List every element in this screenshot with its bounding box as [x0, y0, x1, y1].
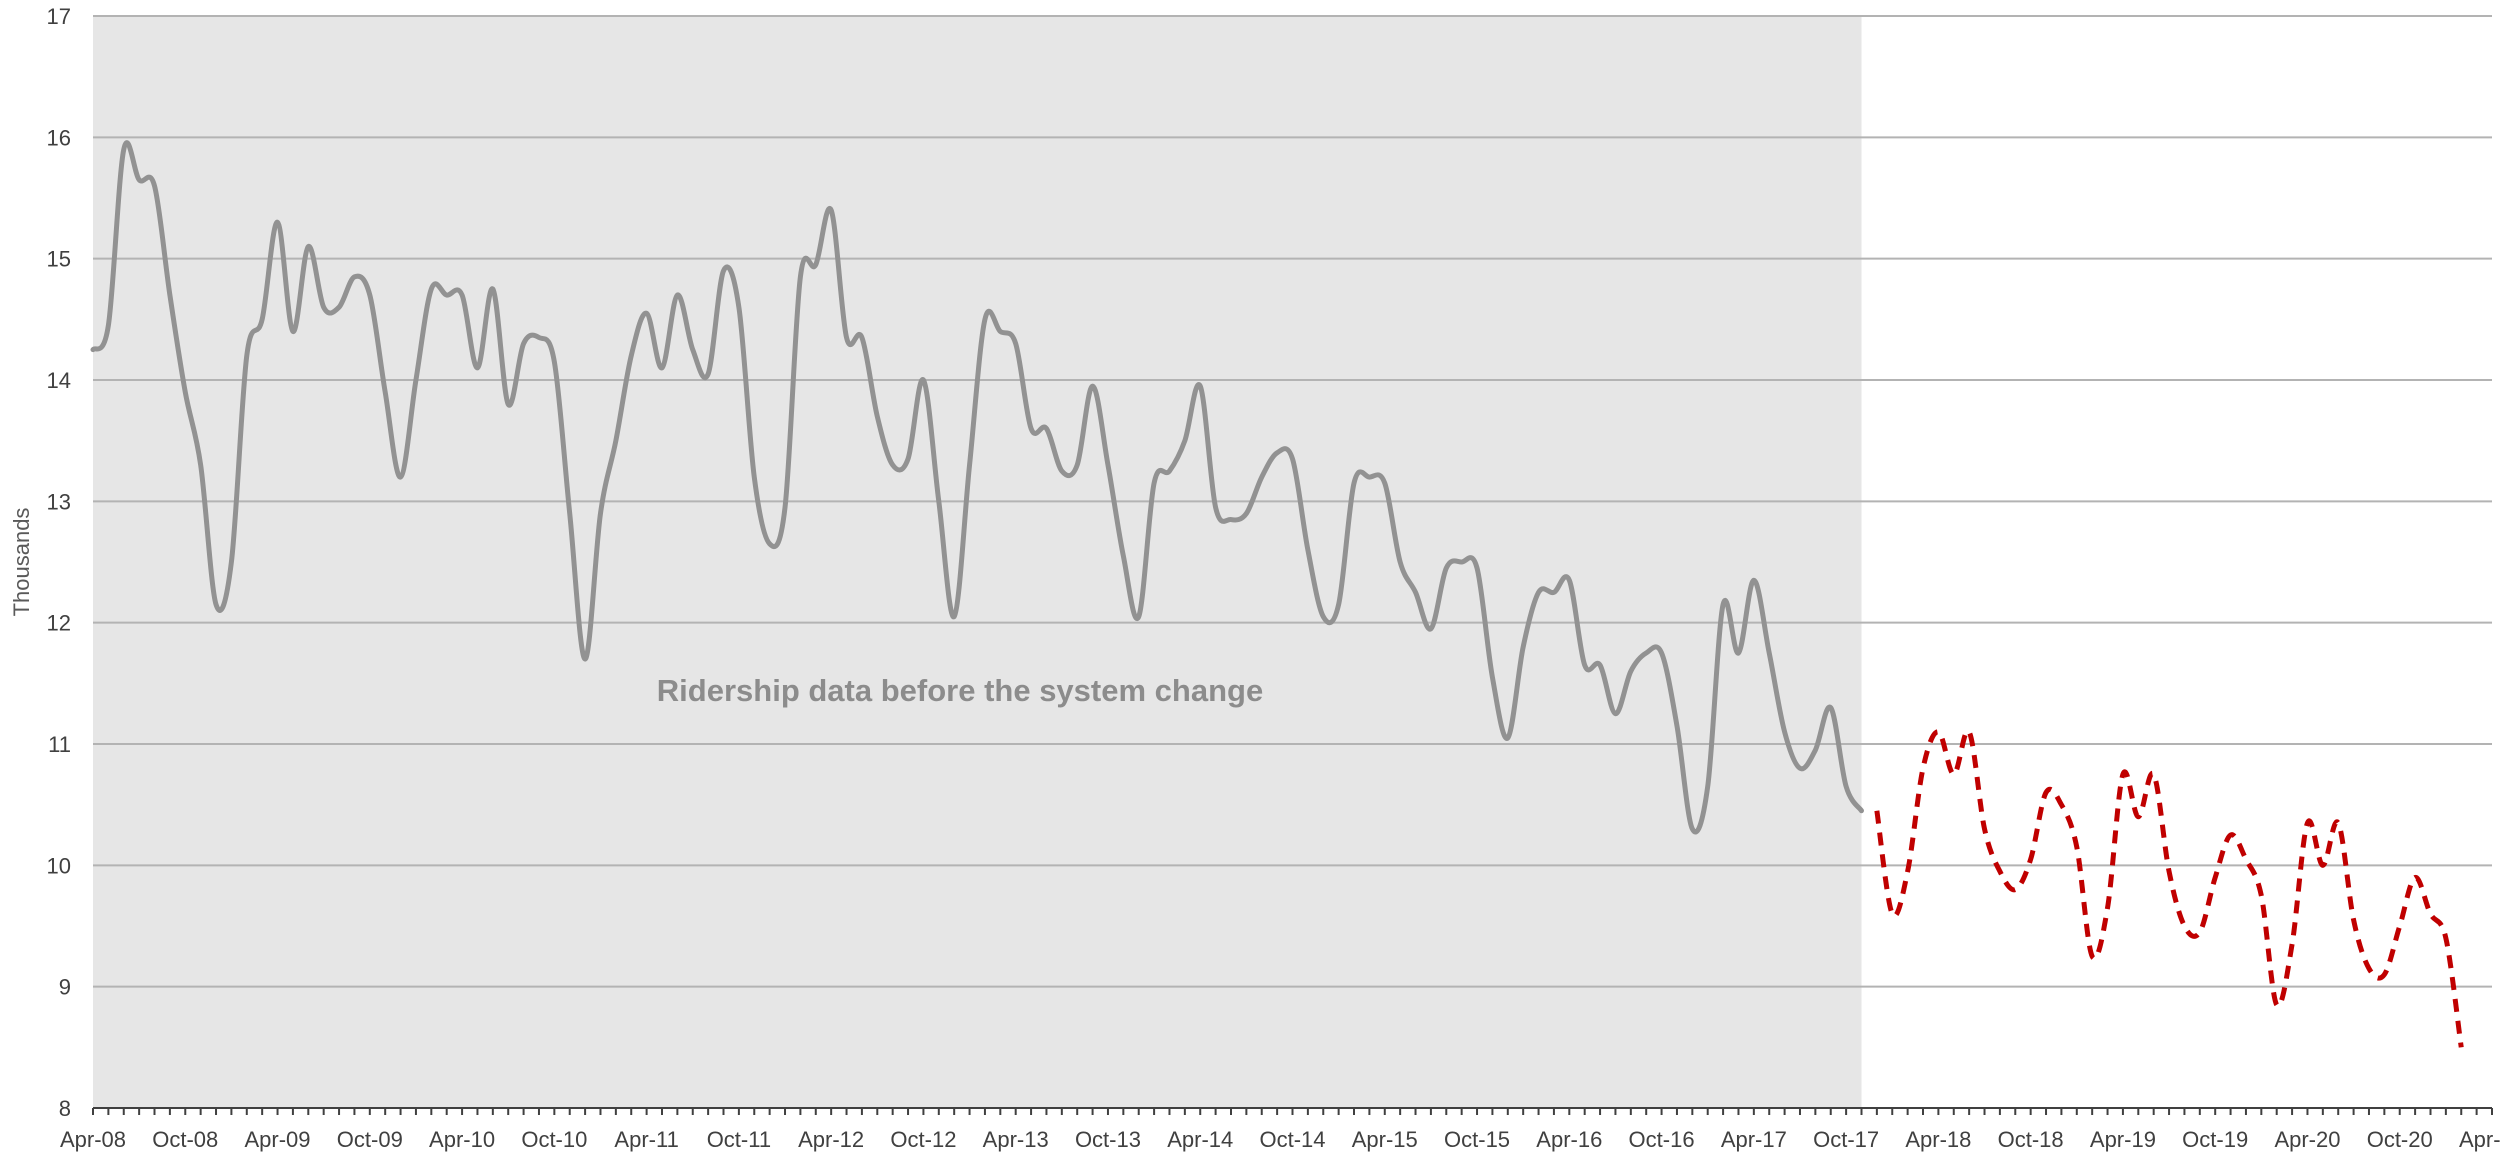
y-tick-label: 14 — [47, 368, 71, 393]
x-tick-label: Oct-14 — [1259, 1127, 1325, 1152]
x-tick-label: Oct-12 — [890, 1127, 956, 1152]
x-tick-label: Oct-19 — [2182, 1127, 2248, 1152]
y-tick-label: 10 — [47, 853, 71, 878]
y-tick-label: 16 — [47, 125, 71, 150]
x-tick-label: Apr-11 — [614, 1127, 678, 1152]
y-tick-label: 9 — [59, 975, 71, 1000]
x-tick-label: Oct-10 — [521, 1127, 587, 1152]
y-tick-label: 11 — [48, 732, 71, 757]
x-tick-label: Apr-20 — [2274, 1127, 2340, 1152]
x-tick-label: Apr-16 — [1536, 1127, 1602, 1152]
x-tick-label: Apr-21 — [2459, 1127, 2501, 1152]
x-tick-label: Apr-19 — [2090, 1127, 2156, 1152]
y-tick-label: 13 — [47, 489, 71, 514]
x-tick-label: Oct-17 — [1813, 1127, 1879, 1152]
x-tick-label: Apr-10 — [429, 1127, 495, 1152]
x-tick-label: Apr-17 — [1721, 1127, 1787, 1152]
y-tick-label: 12 — [47, 611, 71, 636]
x-tick-label: Apr-15 — [1352, 1127, 1418, 1152]
y-tick-label: 15 — [47, 247, 71, 272]
x-tick-label: Oct-09 — [337, 1127, 403, 1152]
x-tick-label: Oct-08 — [152, 1127, 218, 1152]
shaded-region — [93, 16, 1862, 1108]
x-tick-label: Apr-09 — [245, 1127, 311, 1152]
x-tick-label: Oct-16 — [1629, 1127, 1695, 1152]
x-tick-label: Apr-14 — [1167, 1127, 1233, 1152]
x-tick-label: Oct-11 — [707, 1127, 771, 1152]
x-tick-label: Apr-18 — [1905, 1127, 1971, 1152]
x-tick-label: Oct-18 — [1998, 1127, 2064, 1152]
x-tick-label: Oct-13 — [1075, 1127, 1141, 1152]
y-tick-label: 8 — [59, 1096, 71, 1121]
y-axis-title: Thousands — [9, 508, 34, 617]
series-line-before-change — [90, 140, 1864, 835]
shaded-region-annotation: Ridership data before the system change — [657, 673, 1263, 708]
series-line-after-change — [1874, 728, 2464, 1048]
y-tick-label: 17 — [47, 4, 71, 29]
x-tick-label: Apr-12 — [798, 1127, 864, 1152]
x-tick-label: Apr-13 — [983, 1127, 1049, 1152]
x-tick-label: Oct-15 — [1444, 1127, 1510, 1152]
x-tick-label: Oct-20 — [2367, 1127, 2433, 1152]
x-tick-label: Apr-08 — [60, 1127, 126, 1152]
